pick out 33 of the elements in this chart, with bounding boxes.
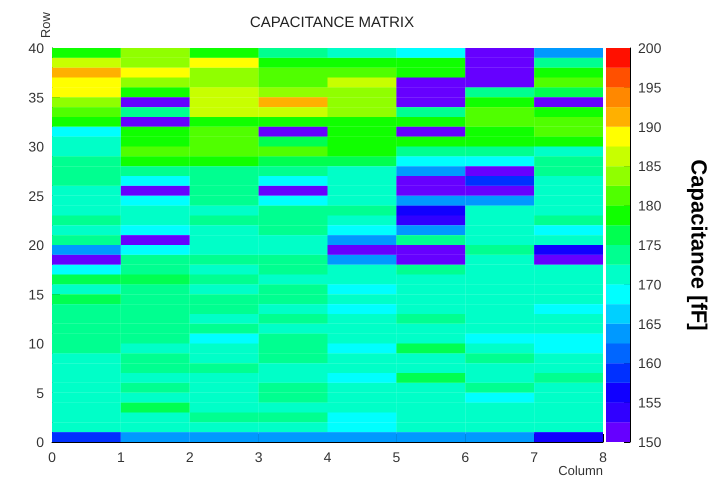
color-bar-label: 165 [638,316,662,332]
x-tick-label: 4 [324,449,332,465]
x-tick-label: 7 [530,449,538,465]
color-bar-label: 200 [638,40,662,56]
x-tick-label: 0 [48,449,56,465]
color-bar-label: 160 [638,355,662,372]
y-axis-title: Row [38,11,53,38]
color-bar-label: 195 [638,79,662,96]
y-tick-label: 35 [28,89,44,106]
x-tick-label: 2 [186,449,194,465]
color-bar-label: 170 [638,276,662,292]
chart-title: CAPACITANCE MATRIX [250,14,414,31]
x-tick-label: 6 [461,449,470,465]
x-tick-label: 3 [254,449,263,465]
y-tick-label: 5 [36,384,44,401]
color-bar-label: 190 [638,118,662,135]
color-bar-label: 175 [638,237,662,253]
y-tick-label: 15 [28,286,44,302]
color-bar-title: Capacitance [fF] [686,159,712,331]
y-tick-label: 40 [28,40,44,56]
x-tick-label: 5 [392,449,400,465]
x-tick-label: 8 [599,449,608,465]
y-tick-label: 10 [28,336,44,352]
y-tick-label: 25 [28,188,44,204]
x-axis-title: Column [558,463,603,478]
color-bar-label: 155 [638,394,662,411]
color-bar-label: 150 [638,434,662,450]
y-tick-label: 30 [28,138,44,154]
y-tick-label: 20 [28,237,44,253]
color-bar-label: 180 [638,198,662,214]
y-tick-label: 0 [36,434,44,450]
x-tick-label: 1 [116,449,125,465]
color-bar-label: 185 [638,158,662,174]
